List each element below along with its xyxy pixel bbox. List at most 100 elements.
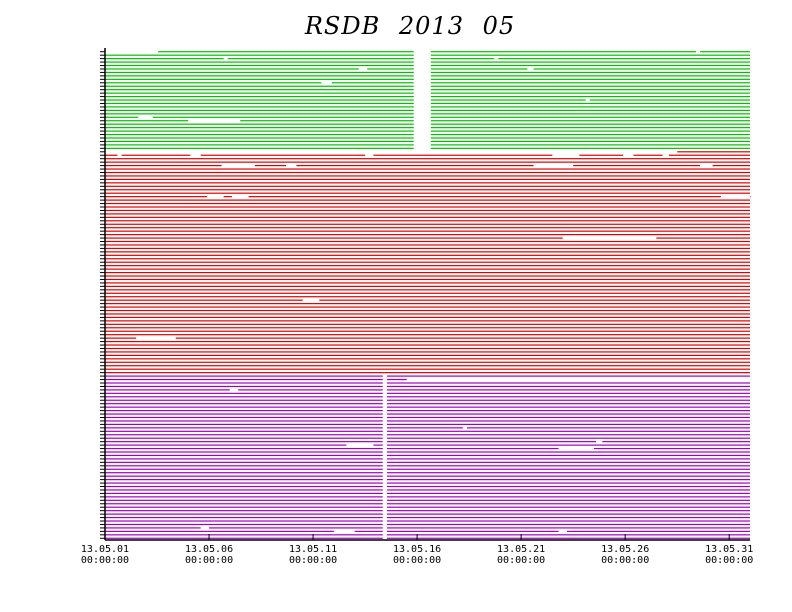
- availability-segment: [386, 472, 750, 474]
- availability-segment: [373, 444, 383, 446]
- availability-segment: [105, 520, 383, 522]
- availability-segment: [105, 313, 750, 315]
- availability-segment: [105, 109, 414, 111]
- availability-segment: [105, 413, 383, 415]
- availability-segment: [430, 137, 750, 139]
- availability-segment: [105, 337, 137, 339]
- availability-segment: [105, 147, 414, 149]
- availability-segment: [105, 489, 383, 491]
- availability-segment: [105, 196, 207, 198]
- availability-segment: [105, 503, 383, 505]
- availability-segment: [105, 347, 750, 350]
- availability-segment: [430, 68, 528, 70]
- availability-segment: [105, 258, 750, 260]
- availability-segment: [533, 68, 750, 70]
- availability-segment: [105, 468, 383, 470]
- availability-segment: [386, 485, 750, 488]
- availability-segment: [430, 64, 750, 67]
- availability-segment: [105, 261, 750, 263]
- availability-segment: [105, 506, 383, 508]
- availability-segment: [105, 396, 383, 398]
- availability-segment: [656, 237, 750, 239]
- availability-segment: [105, 444, 347, 446]
- availability-segment: [105, 389, 230, 391]
- availability-segment: [105, 309, 750, 312]
- availability-segment: [105, 78, 414, 80]
- availability-segment: [386, 454, 750, 457]
- availability-segment: [105, 137, 414, 139]
- availability-segment: [105, 71, 414, 74]
- availability-segment: [105, 299, 303, 301]
- availability-segment: [700, 51, 750, 53]
- availability-segment: [430, 147, 750, 149]
- availability-segment: [105, 475, 383, 477]
- availability-segment: [386, 475, 750, 477]
- availability-segment: [105, 102, 414, 105]
- availability-segment: [105, 530, 334, 532]
- availability-segment: [254, 164, 287, 167]
- availability-segment: [386, 510, 750, 512]
- availability-segment: [105, 82, 322, 84]
- availability-segment: [430, 54, 750, 56]
- availability-segment: [430, 78, 750, 80]
- availability-segment: [430, 130, 750, 132]
- availability-segment: [386, 468, 750, 470]
- availability-segment: [677, 151, 750, 153]
- availability-segment: [223, 196, 232, 198]
- availability-segment: [386, 534, 750, 536]
- availability-segment: [430, 99, 586, 101]
- availability-segment: [105, 247, 750, 250]
- availability-segment: [105, 361, 750, 363]
- x-tick-label: 13.05.06 00:00:00: [184, 544, 234, 566]
- x-tick-label: 13.05.01 00:00:00: [80, 544, 130, 566]
- availability-segment: [386, 527, 750, 529]
- availability-segment: [105, 527, 201, 529]
- availability-segment: [386, 392, 750, 394]
- availability-segment: [105, 64, 414, 67]
- availability-segment: [105, 95, 414, 98]
- availability-segment: [105, 485, 383, 488]
- availability-segment: [248, 196, 721, 198]
- availability-segment: [430, 89, 750, 91]
- availability-segment: [386, 385, 750, 388]
- availability-segment: [367, 68, 414, 70]
- availability-segment: [105, 216, 750, 218]
- availability-segment: [227, 58, 414, 60]
- availability-segment: [430, 82, 750, 84]
- availability-segment: [105, 340, 750, 343]
- availability-segment: [386, 516, 750, 519]
- availability-segment: [105, 199, 750, 201]
- availability-segment: [105, 416, 383, 419]
- availability-segment: [105, 113, 414, 115]
- availability-segment: [319, 299, 750, 301]
- availability-segment: [105, 465, 383, 467]
- availability-segment: [105, 482, 383, 484]
- availability-segment: [386, 482, 750, 484]
- availability-segment: [105, 192, 750, 194]
- availability-segment: [386, 423, 750, 426]
- availability-segment: [105, 378, 383, 381]
- availability-segment: [430, 92, 750, 94]
- availability-segment: [602, 441, 750, 443]
- availability-segment: [105, 164, 222, 167]
- availability-segment: [105, 178, 750, 181]
- availability-segment: [105, 275, 750, 277]
- availability-segment: [105, 220, 750, 222]
- availability-segment: [158, 51, 414, 53]
- availability-segment: [105, 161, 750, 163]
- availability-segment: [105, 168, 750, 170]
- availability-segment: [105, 420, 383, 422]
- availability-segment: [386, 447, 559, 450]
- availability-segment: [354, 530, 383, 532]
- availability-segment: [105, 327, 750, 329]
- availability-segment: [430, 106, 750, 108]
- availability-segment: [430, 127, 750, 129]
- availability-segment: [105, 230, 750, 232]
- availability-segment: [105, 451, 383, 453]
- availability-segment: [430, 140, 750, 143]
- availability-segment: [430, 85, 750, 87]
- availability-segment: [105, 358, 750, 360]
- availability-segment: [386, 375, 750, 377]
